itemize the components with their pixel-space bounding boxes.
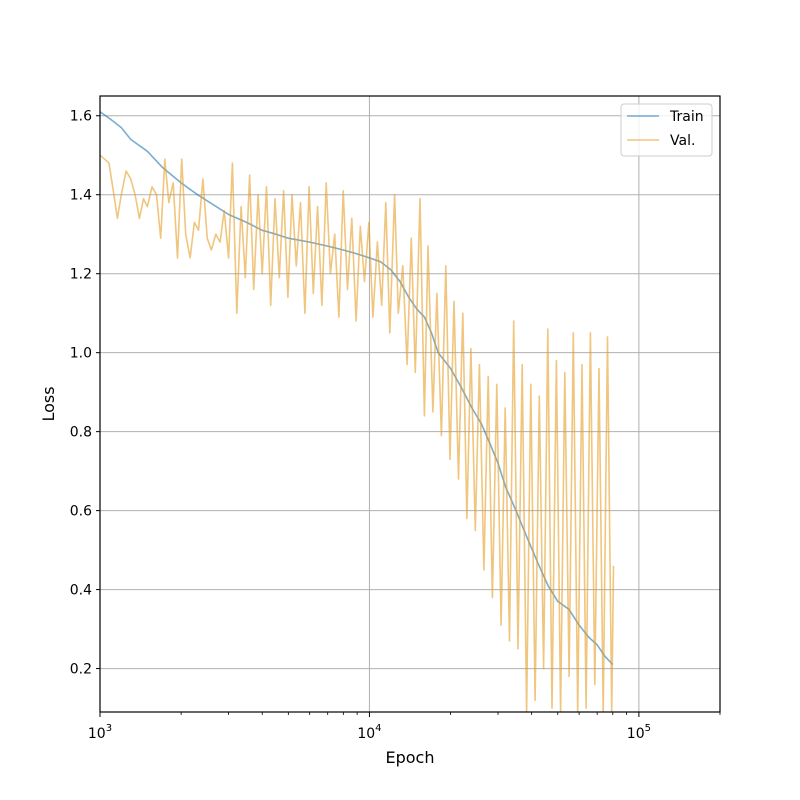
x-tick-label: 105: [627, 723, 651, 742]
x-tick-base: 10: [357, 726, 375, 742]
plot-frame: [99, 95, 721, 713]
y-tick-label: 1.6: [70, 109, 92, 125]
y-tick-label: 0.8: [70, 425, 92, 441]
x-tick-label: 104: [357, 723, 381, 742]
legend-box: [620, 103, 713, 157]
plot-area: [100, 96, 720, 712]
x-tick-label: 103: [88, 723, 112, 742]
y-tick-label: 1.0: [70, 346, 92, 362]
y-tick-label: 0.4: [70, 583, 92, 599]
y-axis-label: Loss: [39, 386, 58, 421]
y-tick-label: 0.2: [70, 662, 92, 678]
x-tick-base: 10: [627, 726, 645, 742]
legend-label-train: Train: [669, 109, 704, 125]
x-tick-exponent: 5: [645, 723, 651, 734]
y-tick-label: 1.2: [70, 267, 92, 283]
y-tick-label: 1.4: [70, 188, 92, 204]
x-tick-base: 10: [88, 726, 106, 742]
x-axis-label: Epoch: [386, 748, 435, 767]
x-tick-exponent: 3: [106, 723, 112, 734]
y-tick-label: 0.6: [70, 504, 92, 520]
x-tick-exponent: 4: [375, 723, 381, 734]
legend-label-val: Val.: [670, 133, 695, 149]
legend: Train Val.: [620, 103, 713, 157]
series-line-val: [100, 154, 615, 712]
series-layer: [100, 111, 615, 712]
